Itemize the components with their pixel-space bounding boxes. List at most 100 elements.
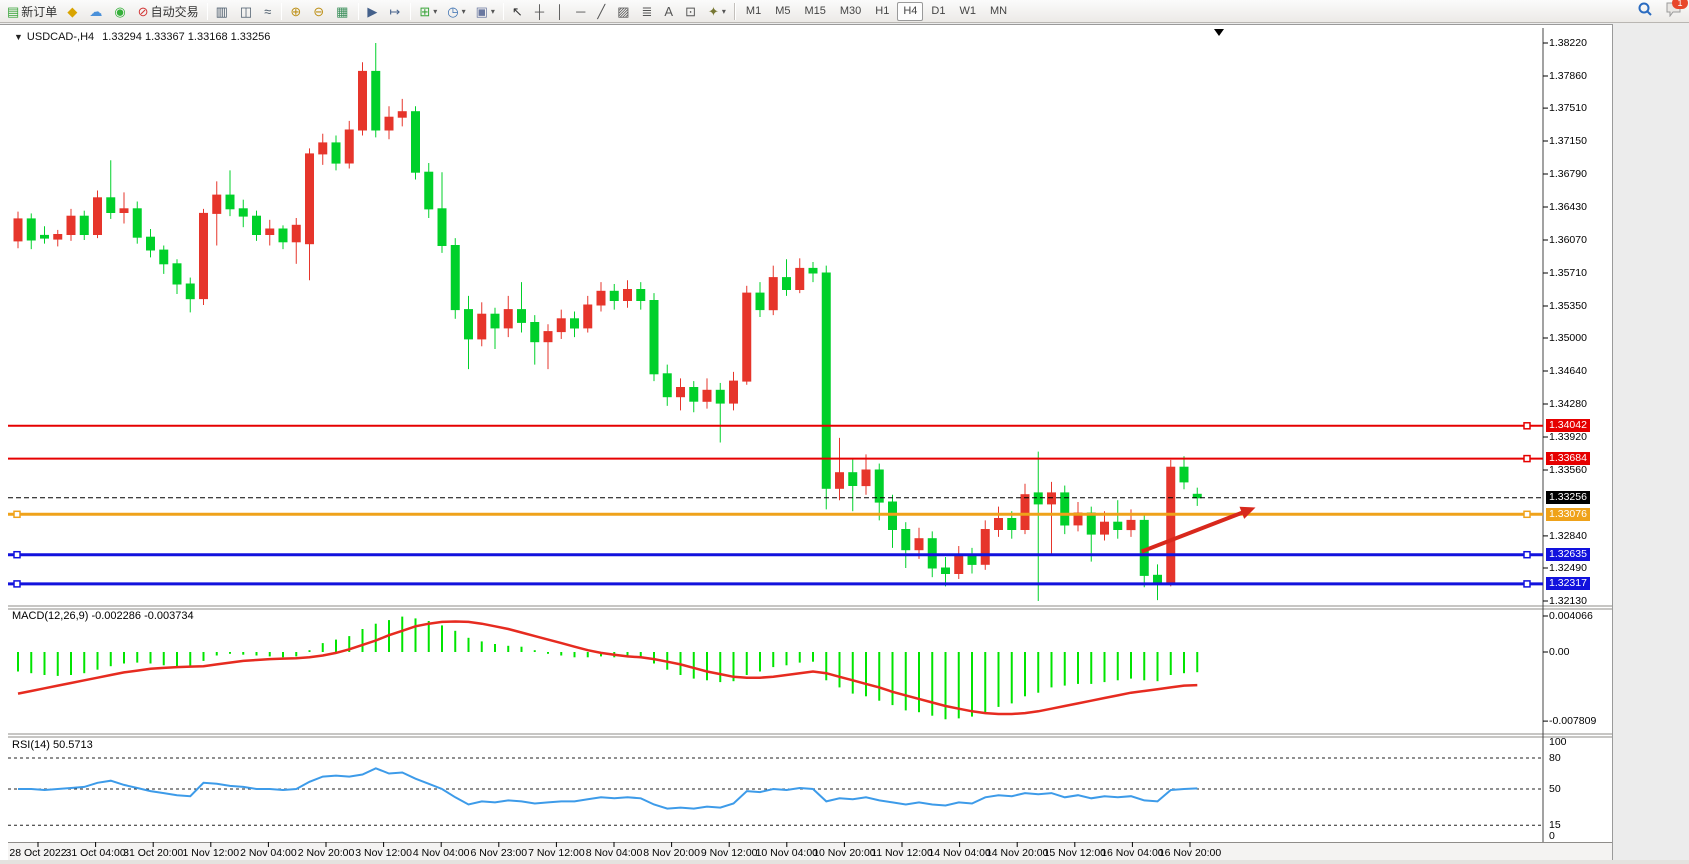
price-line-label-resistance[interactable]: 1.33684 xyxy=(1546,452,1590,466)
candlestick-chart-button[interactable]: ◫ xyxy=(236,1,258,22)
candle xyxy=(702,389,712,402)
price-tick-label: 1.36070 xyxy=(1549,233,1587,246)
timeframe-m5[interactable]: M5 xyxy=(775,5,791,17)
candle xyxy=(1113,521,1123,531)
hline-1.32317[interactable] xyxy=(8,580,1543,588)
price-tick-label: 1.37860 xyxy=(1549,69,1587,82)
candle xyxy=(185,283,195,300)
hline-1.32635[interactable] xyxy=(8,550,1543,559)
rsi-tick-label: 50 xyxy=(1549,783,1561,795)
candle xyxy=(53,234,63,240)
candle xyxy=(570,318,579,329)
horizontal-line-button[interactable]: ─ xyxy=(572,1,591,22)
candle xyxy=(344,129,354,164)
time-axis-label: 28 Oct 2022 xyxy=(9,847,67,859)
candle xyxy=(106,197,116,214)
community-button[interactable]: ☁ xyxy=(85,1,108,22)
candle xyxy=(1007,518,1017,530)
macd-signal-line xyxy=(17,620,1198,716)
new-chart-button[interactable]: ⊞ ▾ xyxy=(415,1,441,22)
hline-1.33684[interactable] xyxy=(8,454,1543,463)
price-tick-label: 1.34280 xyxy=(1549,398,1587,410)
crosshair-button[interactable]: ┼ xyxy=(531,1,550,22)
notification-badge: 1 xyxy=(1672,0,1688,9)
autotrade-button[interactable]: ⊘ 自动交易 xyxy=(134,1,203,22)
price-line-label-resistance[interactable]: 1.34042 xyxy=(1546,419,1590,433)
channel-button[interactable]: ▨ xyxy=(613,1,635,22)
vertical-line-button[interactable]: │ xyxy=(552,1,570,22)
candle xyxy=(225,194,235,210)
candle xyxy=(808,267,818,274)
zoom-in-button[interactable]: ⊕ xyxy=(286,1,307,22)
search-icon[interactable] xyxy=(1637,1,1653,22)
candle xyxy=(835,472,844,489)
trend-arrow[interactable] xyxy=(1140,506,1256,554)
price-line-label-bid[interactable]: 1.33256 xyxy=(1546,491,1590,505)
price-line-label-pivot[interactable]: 1.33076 xyxy=(1546,507,1590,521)
time-axis-bar[interactable] xyxy=(8,842,1612,861)
periods-button[interactable]: ◷ ▾ xyxy=(443,1,469,22)
candle xyxy=(1153,574,1162,584)
time-axis-label: 2 Nov 20:00 xyxy=(297,847,355,859)
candle xyxy=(384,116,394,131)
bar-chart-button[interactable]: ▥ xyxy=(212,1,234,22)
price-tick-label: 1.33920 xyxy=(1549,430,1587,443)
text-label-button[interactable]: ⊡ xyxy=(681,1,702,22)
toolbar-right: 1 xyxy=(1637,0,1688,22)
text-button[interactable]: A xyxy=(660,1,679,22)
candle xyxy=(1126,519,1136,531)
candle xyxy=(371,70,381,131)
price-line-label-support[interactable]: 1.32317 xyxy=(1546,577,1590,591)
zoom-out-button[interactable]: ⊖ xyxy=(309,1,330,22)
chart-shift-button[interactable]: ↦ xyxy=(385,1,406,22)
timeframe-m15[interactable]: M15 xyxy=(804,5,826,17)
zoom-out-icon: ⊖ xyxy=(313,3,325,19)
chart-ohlc-readout: 1.33294 1.33367 1.33168 1.33256 xyxy=(102,31,271,43)
hline-1.34042[interactable] xyxy=(8,422,1543,430)
time-axis-label: 31 Oct 04:00 xyxy=(65,847,126,859)
signals-icon: ◉ xyxy=(114,3,126,19)
line-handle xyxy=(1523,454,1531,463)
timeframe-m30[interactable]: M30 xyxy=(839,5,862,17)
timeframe-m1[interactable]: M1 xyxy=(745,5,762,17)
notifications-icon[interactable]: 1 xyxy=(1665,0,1688,22)
candle xyxy=(517,309,526,323)
timeframe-h4[interactable]: H4 xyxy=(897,2,924,21)
timeframe-mn[interactable]: MN xyxy=(989,5,1008,17)
signals-button[interactable]: ◉ xyxy=(110,1,131,22)
auto-scroll-button[interactable]: ▶ xyxy=(363,1,383,22)
timeframe-h1[interactable]: H1 xyxy=(875,5,890,17)
candle xyxy=(1086,512,1096,535)
cursor-button[interactable]: ↖ xyxy=(508,1,529,22)
rsi-tick-label: 80 xyxy=(1549,751,1561,764)
tile-windows-button[interactable]: ▦ xyxy=(332,1,354,22)
market-gold-button[interactable]: ◆ xyxy=(63,1,83,22)
candle xyxy=(556,318,566,333)
new-order-button[interactable]: ▤ 新订单 xyxy=(3,1,61,22)
candle xyxy=(941,567,950,574)
candle xyxy=(715,389,725,404)
trendline-icon: ╱ xyxy=(597,3,606,19)
templates-button[interactable]: ▣ ▾ xyxy=(472,1,499,22)
candle xyxy=(861,469,871,487)
shift-marker-icon[interactable] xyxy=(1214,29,1224,36)
fibonacci-button[interactable]: ≣ xyxy=(638,1,659,22)
arrows-button[interactable]: ✦ ▾ xyxy=(704,1,730,22)
pane-separator[interactable] xyxy=(8,605,1612,610)
price-tick-label: 1.32490 xyxy=(1549,562,1587,574)
candle xyxy=(172,263,182,285)
timeframe-d1[interactable]: D1 xyxy=(931,5,946,17)
chart-dropdown-icon[interactable]: ▼ xyxy=(14,32,23,42)
trendline-button[interactable]: ╱ xyxy=(593,1,611,22)
community-icon: ☁ xyxy=(89,3,103,19)
candle xyxy=(1047,492,1056,505)
pane-separator[interactable] xyxy=(8,733,1612,738)
timeframe-w1[interactable]: W1 xyxy=(959,5,976,17)
price-line-label-support[interactable]: 1.32635 xyxy=(1546,548,1590,562)
price-tick-label: 1.34640 xyxy=(1549,365,1587,378)
toolbar-separator xyxy=(358,2,360,20)
line-chart-button[interactable]: ≈ xyxy=(260,1,277,22)
hline-1.33076[interactable] xyxy=(8,510,1543,519)
candle xyxy=(490,313,500,329)
